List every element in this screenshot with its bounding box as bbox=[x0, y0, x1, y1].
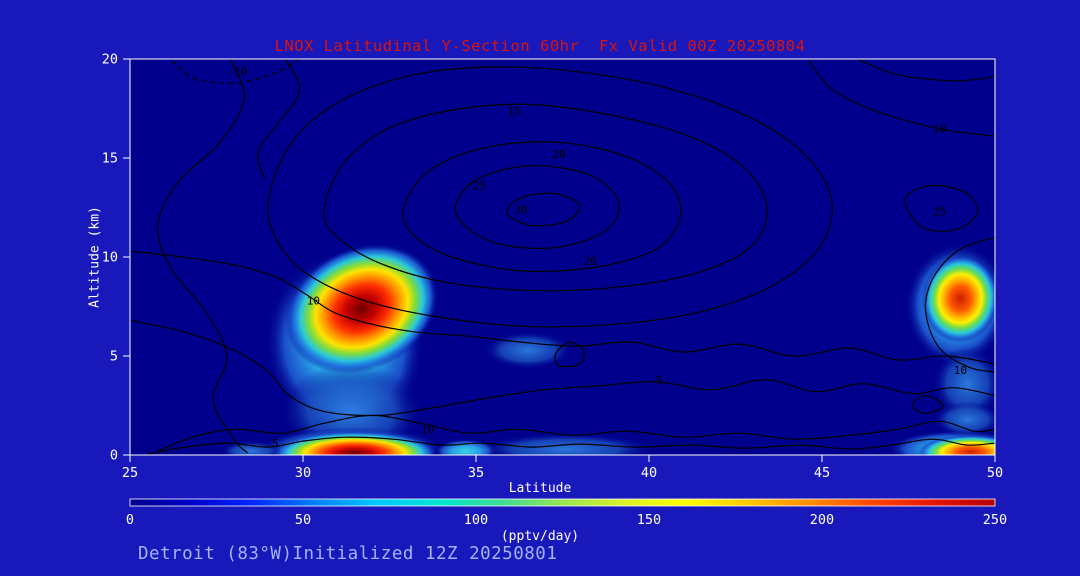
plot-title: LNOX Latitudinal Y-Section 60hr Fx Valid… bbox=[274, 37, 806, 55]
y-axis-label: Altitude (km) bbox=[87, 206, 103, 308]
contour-label: -10 bbox=[227, 65, 247, 78]
colorbar-tick-label: 250 bbox=[983, 512, 1007, 528]
contour-label: 5 bbox=[272, 437, 279, 450]
heat-blob bbox=[922, 255, 995, 343]
contour-label: 5 bbox=[656, 374, 663, 387]
y-tick-label: 10 bbox=[102, 250, 118, 266]
contour-label: 10 bbox=[933, 122, 946, 135]
contour-line bbox=[157, 59, 249, 454]
contour-label: 10 bbox=[307, 295, 320, 308]
contour-label: 10 bbox=[421, 423, 434, 436]
contour-label: 25 bbox=[473, 180, 486, 193]
x-tick-label: 30 bbox=[295, 465, 311, 481]
heat-blob bbox=[434, 439, 497, 455]
y-tick-label: 20 bbox=[102, 52, 118, 68]
contour-line bbox=[904, 184, 979, 232]
heat-blob bbox=[220, 441, 283, 455]
heat-blob bbox=[918, 435, 995, 455]
contour-line bbox=[323, 103, 768, 292]
contour-label: 10 bbox=[954, 364, 967, 377]
contour-line bbox=[454, 165, 620, 250]
y-tick-label: 0 bbox=[110, 448, 118, 464]
contour-line bbox=[267, 66, 834, 328]
contour-label: 30 bbox=[514, 204, 527, 217]
colorbar bbox=[129, 498, 996, 507]
contour-label: 25 bbox=[933, 206, 946, 219]
contour-line bbox=[911, 394, 944, 415]
contour-label: 15 bbox=[507, 105, 520, 118]
contour-line bbox=[147, 436, 995, 455]
contour-line bbox=[807, 59, 995, 137]
y-tick-label: 5 bbox=[110, 349, 118, 365]
colorbar-tick-label: 100 bbox=[464, 512, 488, 528]
contour-line bbox=[130, 250, 995, 365]
x-tick-label: 25 bbox=[122, 465, 138, 481]
x-tick-label: 45 bbox=[814, 465, 830, 481]
heat-blob bbox=[285, 243, 439, 374]
colorbar-tick-label: 0 bbox=[126, 512, 134, 528]
y-tick-label: 15 bbox=[102, 151, 118, 167]
contour-line bbox=[402, 141, 682, 273]
heat-blob bbox=[482, 331, 573, 369]
heat-blob bbox=[932, 346, 995, 422]
contour-line bbox=[157, 414, 995, 452]
plot-area bbox=[130, 59, 995, 455]
heat-blob bbox=[476, 433, 656, 455]
x-tick-label: 35 bbox=[468, 465, 484, 481]
contour-line bbox=[130, 319, 995, 417]
contour-line bbox=[856, 59, 995, 82]
x-axis-label: Latitude bbox=[508, 481, 572, 496]
colorbar-tick-label: 50 bbox=[295, 512, 311, 528]
colorbar-tick-label: 200 bbox=[810, 512, 834, 528]
contour-line bbox=[171, 59, 300, 84]
contour-line bbox=[554, 341, 585, 368]
colorbar-unit-label: (pptv/day) bbox=[500, 529, 580, 544]
contour-label: 20 bbox=[584, 255, 597, 268]
x-tick-label: 50 bbox=[987, 465, 1003, 481]
heat-blob bbox=[271, 431, 438, 455]
footer-run-info: Detroit (83°W)Initialized 12Z 20250801 bbox=[138, 544, 558, 564]
x-tick-label: 40 bbox=[641, 465, 657, 481]
contour-line bbox=[506, 192, 581, 227]
contour-line bbox=[924, 236, 995, 373]
colorbar-tick-label: 150 bbox=[637, 512, 661, 528]
contour-line bbox=[256, 59, 301, 180]
heat-blob bbox=[932, 401, 995, 438]
contour-label: 20 bbox=[552, 148, 565, 161]
